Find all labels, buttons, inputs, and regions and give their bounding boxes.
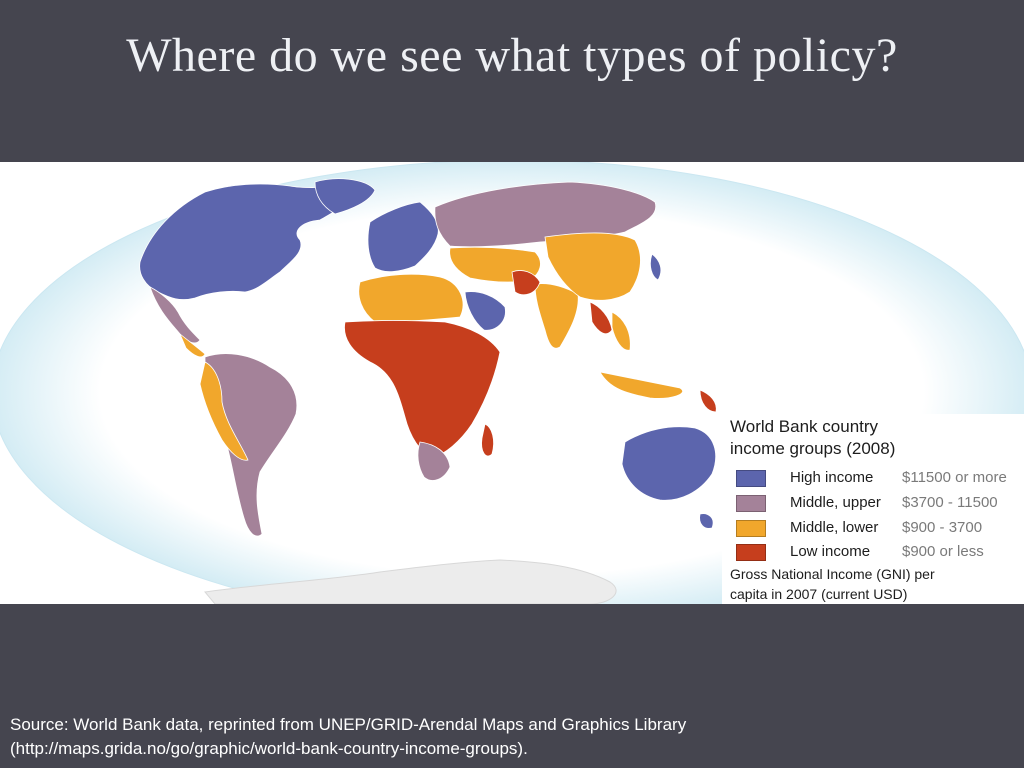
mexico	[149, 286, 201, 344]
south-america-lower	[199, 361, 249, 461]
russia	[434, 181, 657, 248]
slide-title: Where do we see what types of policy?	[126, 29, 898, 82]
source-citation: Source: World Bank data, reprinted from …	[10, 713, 1010, 761]
legend-title-line1: World Bank country	[730, 417, 879, 436]
legend-item-range: $900 - 3700	[902, 519, 983, 536]
legend-title-line2: income groups (2008)	[730, 439, 896, 458]
new-zealand	[699, 513, 714, 529]
australia	[621, 426, 716, 501]
legend-item-label: High income	[790, 469, 874, 486]
madagascar	[481, 423, 494, 457]
north-america	[139, 183, 351, 300]
legend-note-line1: Gross National Income (GNI) per	[730, 566, 935, 582]
indochina	[611, 311, 631, 351]
india	[534, 283, 579, 349]
legend-item-label: Middle, lower	[790, 519, 879, 536]
map-panel: World Bank country income groups (2008) …	[0, 162, 1024, 604]
map-legend: World Bank country income groups (2008) …	[722, 414, 1024, 604]
legend-item-label: Middle, upper	[790, 494, 881, 511]
source-line2: (http://maps.grida.no/go/graphic/world-b…	[10, 739, 528, 758]
arabian-peninsula	[464, 291, 506, 331]
central-america	[179, 333, 206, 358]
southern-africa	[417, 441, 451, 481]
china	[544, 232, 641, 301]
legend-item-middle-lower: Middle, lower $900 - 3700	[736, 518, 1024, 538]
legend-item-high-income: High income $11500 or more	[736, 468, 1024, 488]
europe	[367, 201, 439, 272]
greenland	[314, 178, 376, 215]
southeast-asia	[589, 301, 613, 335]
legend-swatch	[736, 470, 766, 487]
indonesia	[599, 371, 683, 399]
north-africa	[358, 273, 464, 323]
sub-saharan-africa	[344, 320, 501, 459]
legend-note-line2: capita in 2007 (current USD)	[730, 586, 908, 602]
papua	[699, 389, 717, 413]
legend-item-middle-upper: Middle, upper $3700 - 11500	[736, 493, 1024, 513]
legend-swatch	[736, 495, 766, 512]
legend-item-low-income: Low income $900 or less	[736, 542, 1024, 562]
legend-note: Gross National Income (GNI) per capita i…	[730, 564, 1020, 604]
legend-swatch	[736, 520, 766, 537]
afghanistan	[511, 270, 541, 296]
legend-item-range: $900 or less	[902, 543, 984, 560]
legend-item-range: $11500 or more	[902, 469, 1007, 486]
legend-title: World Bank country income groups (2008)	[730, 416, 1020, 460]
source-line1: Source: World Bank data, reprinted from …	[10, 715, 687, 734]
japan	[650, 253, 662, 281]
legend-swatch	[736, 544, 766, 561]
legend-item-range: $3700 - 11500	[902, 494, 998, 511]
legend-item-label: Low income	[790, 543, 871, 560]
antarctica	[204, 559, 617, 604]
